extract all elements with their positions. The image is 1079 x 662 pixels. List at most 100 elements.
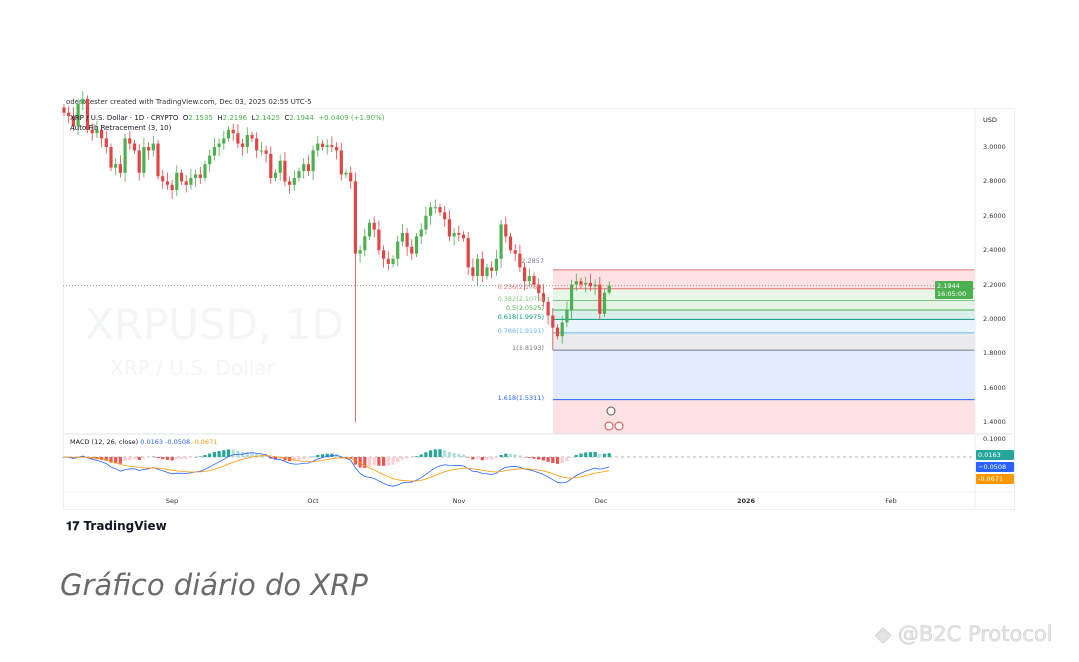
macd-histogram-bar [584, 452, 588, 457]
macd-histogram-bar [212, 452, 216, 457]
candle-body [574, 281, 578, 285]
macd-histogram-bar [541, 457, 545, 461]
macd-histogram-bar [104, 457, 108, 461]
macd-histogram-bar [490, 457, 494, 460]
candle-body [349, 172, 353, 182]
macd-histogram-bar [278, 457, 282, 460]
signal-badge: −0.0508 [976, 462, 1014, 472]
candle-body [532, 276, 536, 285]
symbol-legend: XRP / U.S. Dollar · 1D · CRYPTO O2.1535 … [70, 114, 384, 122]
macd-histogram-bar [367, 457, 372, 467]
macd-histogram-bar [532, 457, 536, 459]
candle-body [363, 236, 367, 251]
candle-body [602, 292, 607, 314]
last-price-badge: 2.1944 16:05:00 [935, 281, 973, 299]
open-label: O [182, 114, 189, 122]
candle-body [236, 133, 240, 144]
macd-histogram-bar [410, 457, 414, 458]
macd-histogram-bar [81, 455, 85, 457]
candle-body [330, 145, 334, 147]
macd-histogram-bar [118, 457, 122, 464]
price-tick: 1.6000 [983, 383, 1006, 392]
candle-body [311, 150, 315, 172]
macd-title: MACD (12, 26, close) [70, 438, 139, 446]
macd-histogram-bar [372, 457, 376, 466]
candle-body [269, 153, 273, 178]
candle-body [250, 134, 254, 139]
candle-body [353, 181, 357, 254]
candle-body [490, 267, 494, 271]
candle-body [67, 112, 71, 117]
macd-histogram-bar [457, 453, 461, 457]
candle-body [513, 250, 517, 254]
lightning-icon [606, 406, 616, 416]
macd-histogram-bar [574, 455, 578, 457]
macd-histogram-bar [513, 454, 517, 457]
fib-zone [553, 350, 975, 400]
close-value: 2.1944 [289, 114, 314, 122]
candle-body [339, 150, 343, 175]
macd-histogram-bar [588, 452, 592, 457]
macd-histogram-bar [518, 455, 522, 457]
candle-body [410, 246, 414, 254]
candle-body [433, 207, 437, 209]
macd-histogram-bar [325, 453, 329, 457]
tv-icon: 𝟏𝟕 [66, 519, 80, 533]
macd-histogram-bar [226, 449, 231, 457]
candle-body [156, 143, 160, 177]
price-tick: 1.4000 [983, 418, 1006, 427]
candle-body [443, 212, 447, 220]
macd-histogram-bar [311, 456, 315, 458]
fib-zone [553, 319, 975, 333]
symbol-title: XRP / U.S. Dollar · 1D · CRYPTO [70, 114, 179, 122]
fib-level-label: 1(1.8193) [512, 344, 544, 353]
macd-histogram-bar [523, 457, 527, 458]
b2c-text: @B2C Protocol [897, 622, 1053, 647]
candle-body [382, 250, 386, 259]
macd-histogram-bar [570, 457, 574, 458]
high-value: 2.2196 [222, 114, 248, 122]
fib-zone [553, 269, 975, 289]
macd-histogram-bar [156, 457, 160, 459]
macd-histogram-bar [132, 457, 137, 460]
candle-body [231, 129, 235, 134]
fib-level-label: 0.236(2.1756) [497, 282, 544, 291]
macd-histogram-bar [161, 457, 165, 460]
candle-body [452, 233, 456, 237]
macd-histogram-bar [400, 457, 404, 460]
time-tick: 2026 [736, 497, 756, 505]
fib-zone [553, 399, 975, 434]
candle-body [593, 284, 597, 287]
candle-body [480, 258, 484, 276]
candle-body [546, 301, 550, 316]
macd-histogram-bar [396, 457, 400, 463]
indicator-label[interactable]: Auto Fib Retracement (3, 10) [70, 124, 172, 132]
candle-body [438, 207, 442, 213]
candle-body [447, 219, 451, 237]
candle-body [377, 229, 381, 251]
watermark-name: XRP / U.S. Dollar [110, 356, 275, 380]
candle-body [400, 233, 404, 242]
macd-histogram-bar [255, 454, 259, 457]
candle-body [128, 138, 132, 144]
macd-histogram-bar [424, 452, 428, 457]
caption: Gráfico diário do XRP [60, 568, 368, 602]
tradingview-text: TradingView [83, 519, 167, 533]
bar-countdown: 16:05:00 [937, 290, 967, 298]
macd-histogram-bar [386, 457, 390, 466]
chart-frame[interactable] [63, 108, 1015, 510]
currency-label[interactable]: USD [983, 116, 997, 124]
candle-body [241, 143, 245, 147]
macd-histogram-bar [353, 457, 357, 465]
candle-body [288, 181, 292, 185]
candle-body [555, 327, 560, 337]
candle-body [278, 160, 282, 173]
candle-body [179, 172, 184, 182]
price-tick: 2.8000 [983, 177, 1006, 186]
macd-histogram-bar [231, 449, 235, 457]
macd-histogram-bar [377, 457, 381, 466]
change-value: +0.0409 (+1.90%) [318, 114, 385, 122]
macd-histogram-bar [433, 449, 437, 457]
